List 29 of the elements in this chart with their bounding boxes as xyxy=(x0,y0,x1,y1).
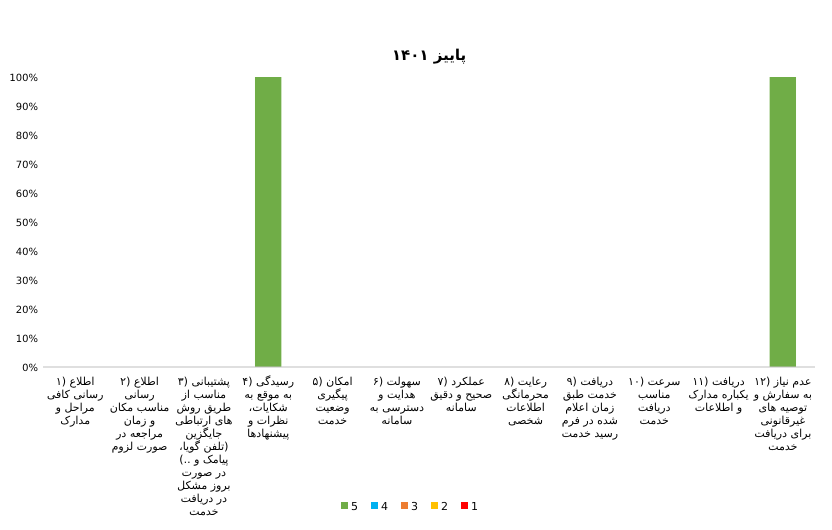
x-tick-label: ۹) دریافت خدمت طبق زمان اعلام شده در فرم رسید خدمت xyxy=(560,375,620,440)
x-tick-label: ۷) عملکرد صحیح و دقیق سامانه xyxy=(430,375,492,414)
legend-label: 4 xyxy=(381,500,388,513)
y-tick-label: 90% xyxy=(16,102,38,113)
y-tick-label: 40% xyxy=(16,247,38,258)
y-tick-label: 30% xyxy=(16,276,38,287)
x-tick-label: ۱۰) سرعت مناسب دریافت خدمت xyxy=(627,375,682,427)
y-tick-label: 60% xyxy=(16,189,38,200)
y-tick-label: 50% xyxy=(16,218,38,229)
y-tick-label: 100% xyxy=(9,73,38,84)
y-tick-label: 70% xyxy=(16,160,38,171)
x-tick-label: ۶) سهولت هدایت و دسترسی به سامانه xyxy=(368,375,425,427)
y-tick-label: 80% xyxy=(16,131,38,142)
y-tick-label: 20% xyxy=(16,305,38,316)
x-tick-label: ۱۱) دریافت یکباره مدارک و اطلاعات xyxy=(687,375,750,414)
x-tick-label: ۴) رسیدگی به موقع به شکایات، نظرات و پیشنهادها xyxy=(241,375,296,440)
x-tick-label: ۲) اطلاع رسانی مناسب مکان و زمان مراجعه در صورت لزوم xyxy=(108,375,170,453)
legend-label: 3 xyxy=(411,500,418,513)
legend-label: 2 xyxy=(441,500,448,513)
chart-title: پاییز ۱۴۰۱ xyxy=(392,46,466,64)
x-tick-label: ۱) اطلاع رسانی کافی مراحل و مدارک xyxy=(46,375,104,427)
x-tick-label: ۵) امکان پیگیری وضعیت خدمت xyxy=(311,375,354,427)
x-tick-label: ۱۲) عدم نیاز به سفارش و توصیه های غیرقانونی برای دریافت خدمت xyxy=(752,375,813,453)
x-tick-label: ۸) رعایت محرمانگی اطلاعات شخصی xyxy=(501,375,550,427)
y-tick-label: 10% xyxy=(16,334,38,345)
legend-label: 1 xyxy=(471,500,478,513)
legend-label: 5 xyxy=(351,500,358,513)
y-tick-label: 0% xyxy=(22,363,38,374)
category-label: ۳) پشتیبانی مناسب از طریق روش های ارتباطی جایگزین (تلفن گویا، پیامک و ..) در صورت بروز مشکل در دریافت خدمت xyxy=(175,375,232,518)
